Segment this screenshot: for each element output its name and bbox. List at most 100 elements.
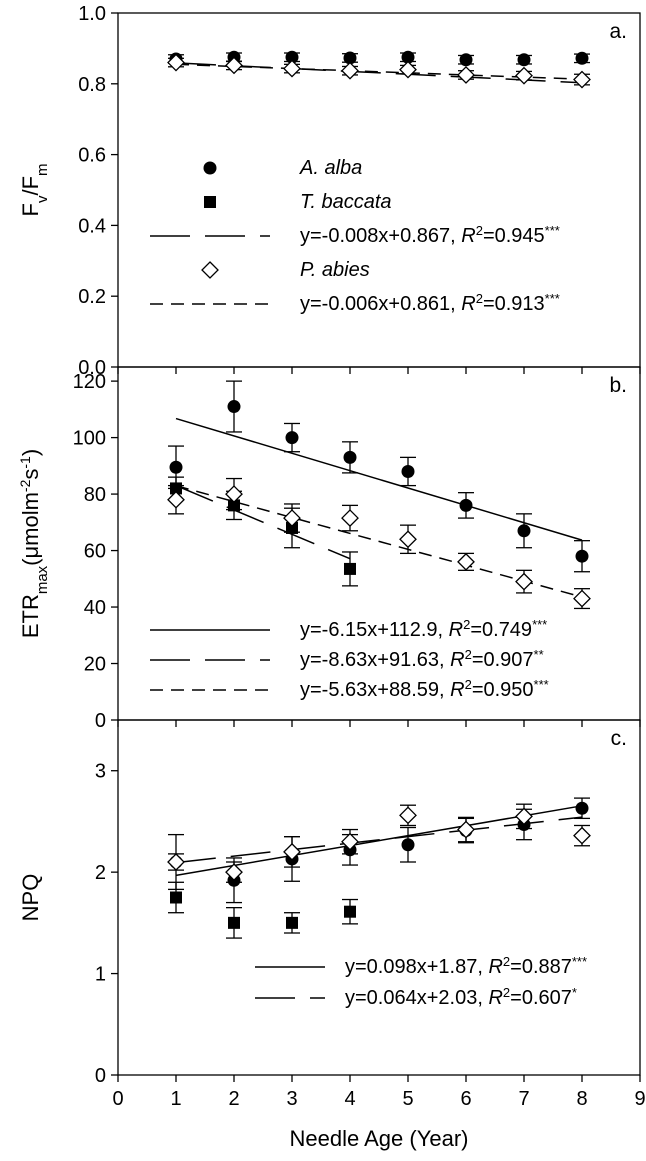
- data-point-filled-circle: [517, 524, 531, 538]
- legend-entry: y=-6.15x+112.9, R2=0.749***: [150, 617, 547, 642]
- data-point-filled-circle: [517, 53, 531, 67]
- y-tick-label: 60: [84, 541, 106, 563]
- panel-b: 0 20 40 60 80 100 120 ETRmax(μmolm-2s-1) b. y=-6.…: [17, 366, 641, 732]
- x-tick-label: 1: [170, 1088, 181, 1110]
- fit-line-dash: [175, 484, 583, 598]
- x-tick-label: 8: [576, 1088, 587, 1110]
- data-point-filled-circle: [401, 838, 415, 852]
- data-point-open-diamond: [341, 509, 359, 528]
- data-point-open-diamond: [515, 807, 533, 826]
- y-tick-label: 0.8: [78, 74, 106, 96]
- data-point-filled-circle: [169, 460, 183, 474]
- x-axis-title: Needle Age (Year): [290, 1126, 469, 1151]
- y-tick-label: 0: [95, 710, 106, 732]
- data-point-filled-circle: [285, 50, 299, 64]
- legend-entry: A. alba: [203, 157, 362, 179]
- y-tick-label: 1.0: [78, 3, 106, 25]
- legend-marker-filled-circle: [203, 161, 217, 175]
- data-point-filled-circle: [343, 450, 357, 464]
- fit-line-longdash: [175, 816, 583, 864]
- data-point-open-diamond: [515, 66, 533, 85]
- legend-label: y=0.064x+2.03, R2=0.607*: [345, 985, 577, 1010]
- y-tick-label: 120: [73, 371, 106, 393]
- legend-label: y=0.098x+1.87, R2=0.887***: [345, 954, 587, 979]
- data-point-open-diamond: [225, 863, 243, 882]
- data-point-open-diamond: [515, 572, 533, 591]
- data-point-filled-circle: [459, 498, 473, 512]
- y-tick-label: 0.2: [78, 286, 106, 308]
- y-tick-label: 20: [84, 654, 106, 676]
- data-point-filled-circle: [401, 50, 415, 64]
- x-tick-label: 9: [634, 1088, 645, 1110]
- legend-label: T. baccata: [300, 191, 392, 213]
- data-point-filled-circle: [401, 464, 415, 478]
- y-axis-title: NPQ: [18, 874, 43, 922]
- legend-marker-open-diamond: [201, 261, 219, 279]
- legend-entry: y=-8.63x+91.63, R2=0.907**: [150, 647, 544, 671]
- panel-label: a.: [609, 20, 627, 43]
- legend-entry: y=-5.63x+88.59, R2=0.950***: [150, 677, 549, 702]
- y-axis-title: ETRmax(μmolm-2s-1): [17, 449, 51, 638]
- data-point-open-diamond: [399, 530, 417, 549]
- data-point-open-diamond: [167, 53, 185, 72]
- x-tick-label: 5: [402, 1088, 413, 1110]
- y-tick-label: 3: [95, 761, 106, 783]
- y-tick-label: 100: [73, 428, 106, 450]
- data-point-filled-square: [228, 916, 240, 929]
- data-point-filled-circle: [459, 53, 473, 67]
- data-point-open-diamond: [167, 490, 185, 509]
- data-point-open-diamond: [167, 853, 185, 871]
- legend-label: y=-5.63x+88.59, R2=0.950***: [300, 677, 549, 702]
- y-tick-label: 40: [84, 597, 106, 619]
- data-point-open-diamond: [283, 59, 301, 78]
- legend-label: P. abies: [300, 259, 370, 281]
- data-point-open-diamond: [283, 842, 301, 861]
- x-tick-label: 2: [228, 1088, 239, 1110]
- legend-entry: P. abies: [201, 259, 370, 281]
- data-point-open-diamond: [457, 820, 475, 839]
- data-point-open-diamond: [399, 60, 417, 79]
- legend-label: y=-0.006x+0.861, R2=0.913***: [300, 291, 560, 316]
- data-point-filled-circle: [575, 51, 589, 65]
- x-tick-label: 3: [286, 1088, 297, 1110]
- data-point-open-diamond: [457, 552, 475, 571]
- panel-c: 0 1 2 3 0 1 2 3 4 5 6 7 8 9 Needle Age (Year) NPQ c. y=0.…: [18, 719, 646, 1151]
- legend-entry: y=-0.008x+0.867, R2=0.945***: [150, 223, 560, 248]
- legend-label: y=-0.008x+0.867, R2=0.945***: [300, 223, 560, 248]
- data-point-filled-circle: [285, 431, 299, 445]
- data-point-open-diamond: [225, 56, 243, 75]
- x-tick-label: 0: [112, 1088, 123, 1110]
- fit-line-solid: [175, 417, 583, 541]
- data-point-filled-square: [344, 905, 356, 918]
- fit-line-longdash: [175, 484, 351, 560]
- x-tick-label: 7: [518, 1088, 529, 1110]
- y-axis-title: Fv/Fm: [18, 163, 51, 216]
- y-tick-label: 0.0: [78, 357, 106, 379]
- panel-label: b.: [609, 374, 627, 397]
- data-point-filled-square: [170, 891, 182, 904]
- data-point-filled-circle: [575, 801, 589, 815]
- panel-a: 0.0 0.2 0.4 0.6 0.8 1.0 Fv/Fm a. A. alba T. bacca…: [18, 3, 641, 379]
- data-point-open-diamond: [341, 61, 359, 80]
- data-point-open-diamond: [225, 485, 243, 503]
- y-tick-label: 2: [95, 862, 106, 884]
- data-point-filled-square: [344, 562, 356, 575]
- legend-label: y=-6.15x+112.9, R2=0.749***: [300, 617, 547, 642]
- panel-label: c.: [611, 727, 627, 750]
- data-point-open-diamond: [573, 826, 591, 845]
- data-point-open-diamond: [573, 70, 591, 89]
- data-point-open-diamond: [341, 832, 359, 851]
- data-point-open-diamond: [573, 589, 591, 608]
- data-point-open-diamond: [399, 806, 417, 825]
- data-point-filled-circle: [227, 400, 241, 414]
- x-tick-label: 4: [344, 1088, 355, 1110]
- fit-line-dash: [175, 63, 583, 80]
- legend-entry: y=0.064x+2.03, R2=0.607*: [255, 985, 577, 1010]
- legend-entry: T. baccata: [204, 191, 392, 213]
- data-point-open-diamond: [283, 509, 301, 528]
- legend-entry: y=0.098x+1.87, R2=0.887***: [255, 954, 587, 979]
- data-point-filled-square: [286, 916, 298, 929]
- y-tick-label: 0.4: [78, 215, 106, 237]
- y-tick-label: 0.6: [78, 145, 106, 167]
